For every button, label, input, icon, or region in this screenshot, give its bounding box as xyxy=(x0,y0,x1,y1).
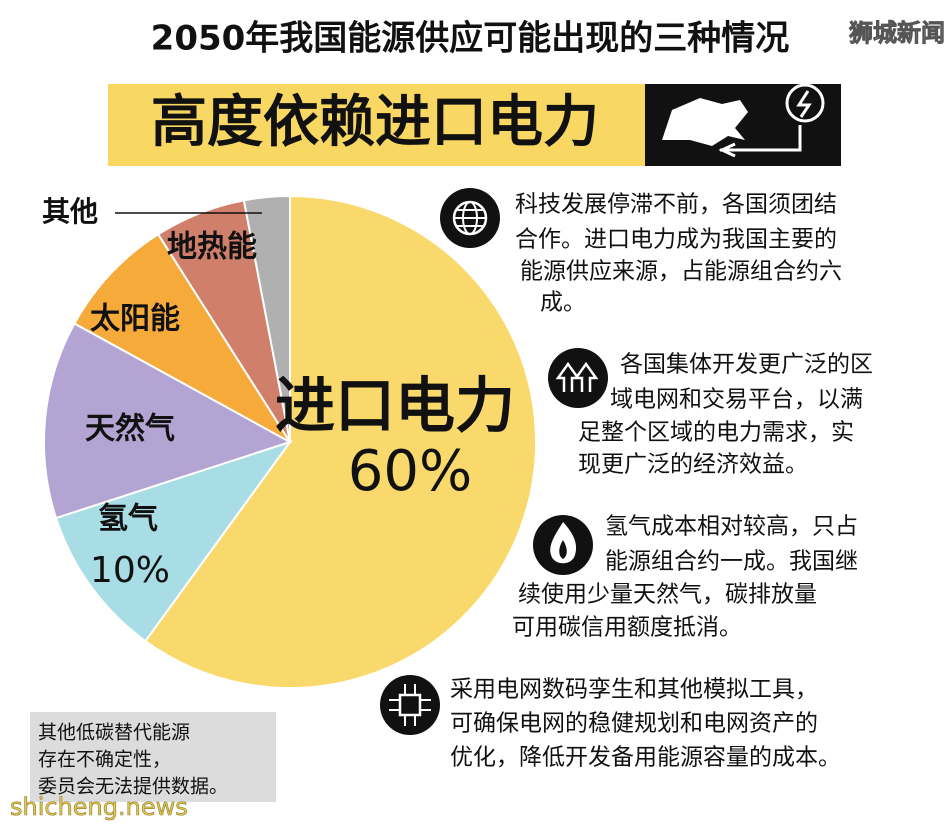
site-watermark: shicheng.news xyxy=(10,793,188,821)
slice-value-label: 60% xyxy=(348,439,472,504)
note-text: 各国集体开发更广泛的区 xyxy=(620,352,873,378)
note-text: 域电网和交易平台，以满 xyxy=(610,387,863,413)
note-text: 合作。进口电力成为我国主要的 xyxy=(515,227,837,253)
note-text: 可用碳信用额度抵消。 xyxy=(512,615,742,641)
pie-slice xyxy=(43,322,293,520)
slice-label: 氢气 xyxy=(98,502,158,537)
note-text: 可确保电网的稳健规划和电网资产的 xyxy=(450,711,818,737)
banner-icon xyxy=(645,83,841,166)
slice-label: 其他 xyxy=(42,195,98,228)
note-text: 优化，降低开发备用能源容量的成本。 xyxy=(450,745,841,771)
note-text: 能源组合约一成。我国继 xyxy=(605,549,858,575)
banner-text: 高度依赖进口电力 xyxy=(151,90,599,155)
slice-label: 天然气 xyxy=(85,412,175,447)
pie-slice xyxy=(73,232,291,443)
title: 2050年我国能源供应可能出现的三种情况 xyxy=(151,19,790,59)
watermark: 狮城新闻 xyxy=(849,19,945,47)
slice-label: 进口电力 xyxy=(275,372,515,442)
slice-label: 太阳能 xyxy=(90,302,180,337)
note-text: 科技发展停滞不前，各国须团结 xyxy=(515,192,837,218)
note-text: 足整个区域的电力需求，实 xyxy=(578,420,854,446)
footnote-text: 委员会无法提供数据。 xyxy=(38,776,228,798)
slice-value-label: 10% xyxy=(90,550,170,591)
pie-slice xyxy=(242,194,291,443)
slice-label: 地热能 xyxy=(167,230,257,265)
note-text: 能源供应来源，占能源组合约六 xyxy=(520,259,842,285)
note-text: 成。 xyxy=(540,290,586,316)
footnote-box xyxy=(30,712,276,802)
note-text: 续使用少量天然气，碳排放量 xyxy=(518,582,817,608)
note-text: 采用电网数码孪生和其他模拟工具， xyxy=(450,677,818,703)
pie-slice xyxy=(54,440,293,643)
note-icons xyxy=(380,188,608,735)
note-text: 氢气成本相对较高，只占 xyxy=(605,514,858,540)
note-text: 现更广泛的经济效益。 xyxy=(578,452,808,478)
footnote-text: 存在不确定性， xyxy=(38,749,171,771)
pie-slice xyxy=(144,194,537,689)
banner xyxy=(108,84,648,166)
footnote-text: 其他低碳替代能源 xyxy=(38,722,190,744)
